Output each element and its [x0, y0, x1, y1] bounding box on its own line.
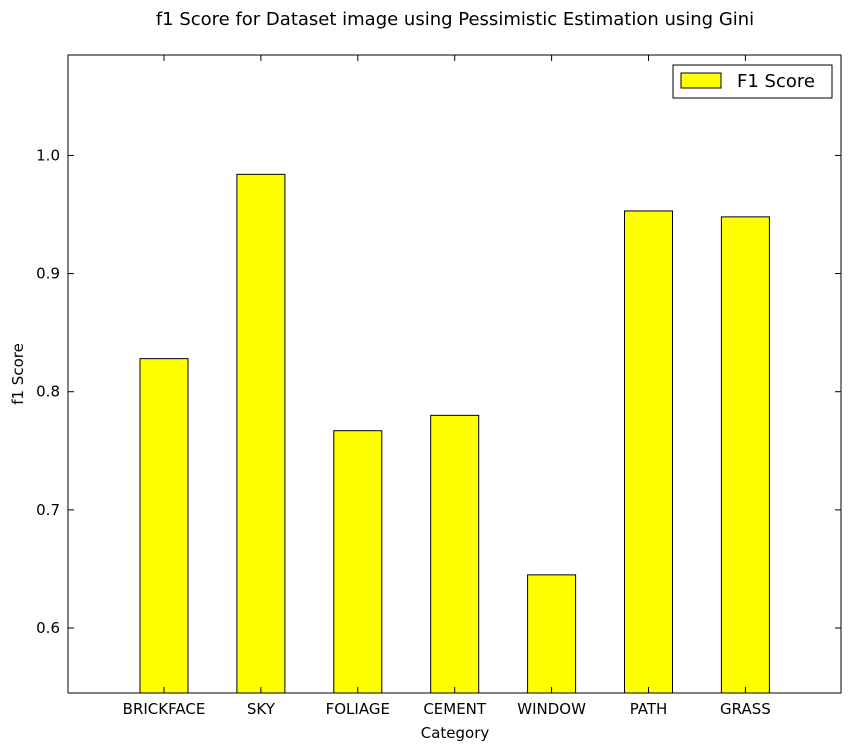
- y-tick-label: 0.7: [36, 501, 60, 519]
- y-tick-label: 0.9: [36, 265, 60, 283]
- x-axis-ticks: BRICKFACE SKY FOLIAGE CEMENT WINDOW PATH GRASS: [123, 55, 771, 718]
- x-tick-label: BRICKFACE: [123, 700, 206, 718]
- y-tick-label: 0.8: [36, 383, 60, 401]
- x-tick-label: FOLIAGE: [326, 700, 390, 718]
- bars-group: [139, 173, 770, 694]
- y-tick-label: 1.0: [36, 146, 60, 164]
- bar-sky: [236, 173, 286, 694]
- bar-foliage: [333, 430, 383, 694]
- legend-label: F1 Score: [737, 71, 815, 92]
- bar-path: [624, 210, 673, 694]
- y-axis-ticks: 0.6 0.7 0.8 0.9 1.0: [36, 146, 841, 637]
- bar-cement: [430, 414, 480, 694]
- bar-window: [527, 574, 577, 694]
- x-tick-label: CEMENT: [423, 700, 487, 718]
- x-tick-label: GRASS: [720, 700, 771, 718]
- x-tick-label: PATH: [630, 700, 668, 718]
- y-tick-label: 0.6: [36, 619, 60, 637]
- x-tick-label: SKY: [247, 700, 276, 718]
- y-axis-label: f1 Score: [9, 343, 27, 405]
- legend: F1 Score: [672, 64, 833, 99]
- chart-title: f1 Score for Dataset image using Pessimi…: [156, 9, 754, 30]
- x-axis-label: Category: [421, 724, 490, 742]
- legend-swatch: [680, 72, 722, 89]
- bar-brickface: [139, 358, 189, 694]
- x-tick-label: WINDOW: [517, 700, 586, 718]
- bar-grass: [720, 216, 770, 694]
